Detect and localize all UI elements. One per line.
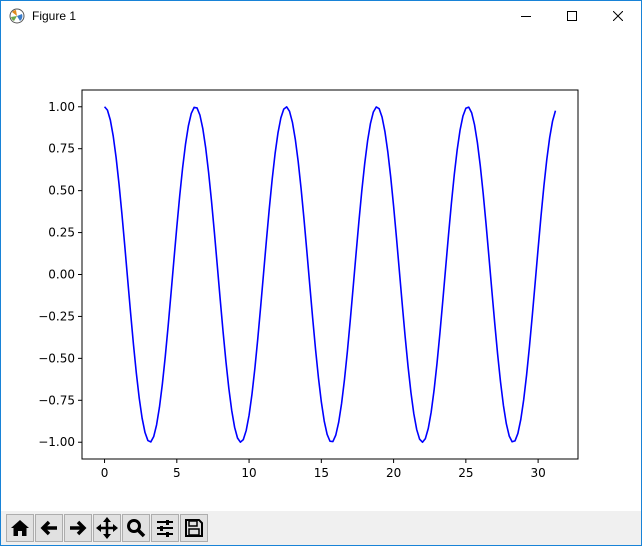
window-title: Figure 1 (32, 9, 77, 23)
zoom-button[interactable] (122, 514, 150, 542)
y-tick-label: 0.75 (48, 142, 75, 156)
home-icon (11, 520, 29, 536)
navigation-toolbar (1, 511, 641, 545)
y-tick-label: −0.75 (38, 393, 75, 407)
close-icon (613, 11, 623, 21)
minimize-icon (521, 16, 531, 17)
line-chart: 0 5 10 15 20 25 30 1.00 0.75 0.50 0.25 0.00 −0.25 −0.… (38, 89, 579, 480)
x-tick-label: 20 (386, 466, 401, 480)
pan-button[interactable] (93, 514, 121, 542)
x-tick-label: 15 (314, 466, 329, 480)
maximize-icon (567, 11, 577, 21)
y-tick-label: 0.00 (48, 268, 75, 282)
maximize-button[interactable] (549, 1, 595, 31)
figure-canvas[interactable]: 0 5 10 15 20 25 30 1.00 0.75 0.50 0.25 0.00 −0.25 −0.… (1, 31, 641, 511)
y-tick-label: −0.50 (38, 351, 75, 365)
x-tick-label: 0 (101, 466, 109, 480)
series-line-0 (103, 106, 557, 444)
configure-subplots-button[interactable] (151, 514, 179, 542)
y-tick-label: 0.25 (48, 226, 75, 240)
floppy-disk-icon (185, 519, 203, 537)
y-tick-label: −0.25 (38, 309, 75, 323)
forward-button[interactable] (64, 514, 92, 542)
title-bar[interactable]: Figure 1 (1, 1, 641, 31)
move-icon (96, 517, 118, 539)
arrow-right-icon (70, 520, 87, 536)
magnifier-icon (127, 519, 146, 538)
sliders-icon (157, 520, 173, 537)
arrow-left-icon (40, 520, 57, 536)
minimize-button[interactable] (503, 1, 549, 31)
close-button[interactable] (595, 1, 641, 31)
x-tick-label: 30 (530, 466, 545, 480)
save-button[interactable] (180, 514, 208, 542)
home-button[interactable] (6, 514, 34, 542)
y-tick-label: 0.50 (48, 184, 75, 198)
x-tick-label: 10 (241, 466, 256, 480)
x-tick-label: 5 (173, 466, 181, 480)
matplotlib-icon (9, 8, 25, 24)
x-tick-label: 25 (458, 466, 473, 480)
back-button[interactable] (35, 514, 63, 542)
y-tick-label: 1.00 (48, 100, 75, 114)
y-tick-label: −1.00 (38, 435, 75, 449)
